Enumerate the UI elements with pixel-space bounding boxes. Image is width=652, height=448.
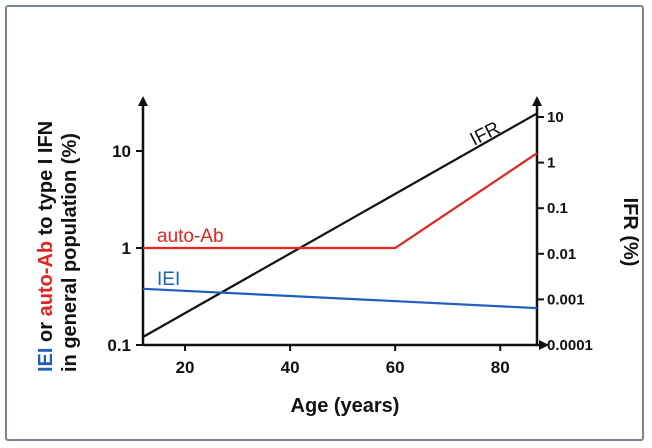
left-axis-title-line2: in general population (%) xyxy=(59,133,81,372)
right-tick-label: 0.1 xyxy=(547,200,568,217)
right-tick-label: 0.001 xyxy=(547,291,585,308)
left-tick-label: 1 xyxy=(122,239,131,258)
series-label-auto-ab: auto-Ab xyxy=(157,226,224,247)
left-axis-arrow xyxy=(138,96,148,106)
left-axis-title-part: or xyxy=(35,316,57,347)
left-axis-title-part: IEI xyxy=(35,348,57,372)
left-axis-title-part: to type I IFN xyxy=(35,121,57,241)
series-line-auto-ab xyxy=(143,152,538,250)
right-tick-label: 0.01 xyxy=(547,246,576,263)
right-tick-label: 0.0001 xyxy=(547,337,593,354)
right-tick-label: 10 xyxy=(547,109,564,126)
series-line-iei xyxy=(142,287,538,310)
x-axis-title: Age (years) xyxy=(291,395,400,417)
text-labels: IFR auto-Ab IEI Age (years) IEI or auto-Ab t… xyxy=(35,118,641,417)
left-axis-title-part: auto-Ab xyxy=(35,241,57,317)
right-axis-title: IFR (%) xyxy=(619,198,641,267)
series-line-ifr xyxy=(142,112,538,338)
series-label-iei: IEI xyxy=(157,269,180,290)
axes: 20 40 60 80 0.1 1 10 0.0001 0.001 0.01 0.1 1 10 xyxy=(107,96,593,377)
series-label-ifr: IFR xyxy=(467,118,504,151)
series-lines xyxy=(142,112,538,338)
x-tick-label: 80 xyxy=(491,358,510,377)
left-tick-label: 0.1 xyxy=(107,336,131,355)
left-tick-label: 10 xyxy=(112,142,131,161)
right-tick-label: 1 xyxy=(547,155,555,172)
right-axis-arrow xyxy=(532,96,542,106)
x-tick-label: 20 xyxy=(176,358,195,377)
x-tick-label: 60 xyxy=(386,358,405,377)
x-tick-label: 40 xyxy=(281,358,300,377)
left-axis-title-line1: IEI or auto-Ab to type I IFN xyxy=(35,121,57,372)
